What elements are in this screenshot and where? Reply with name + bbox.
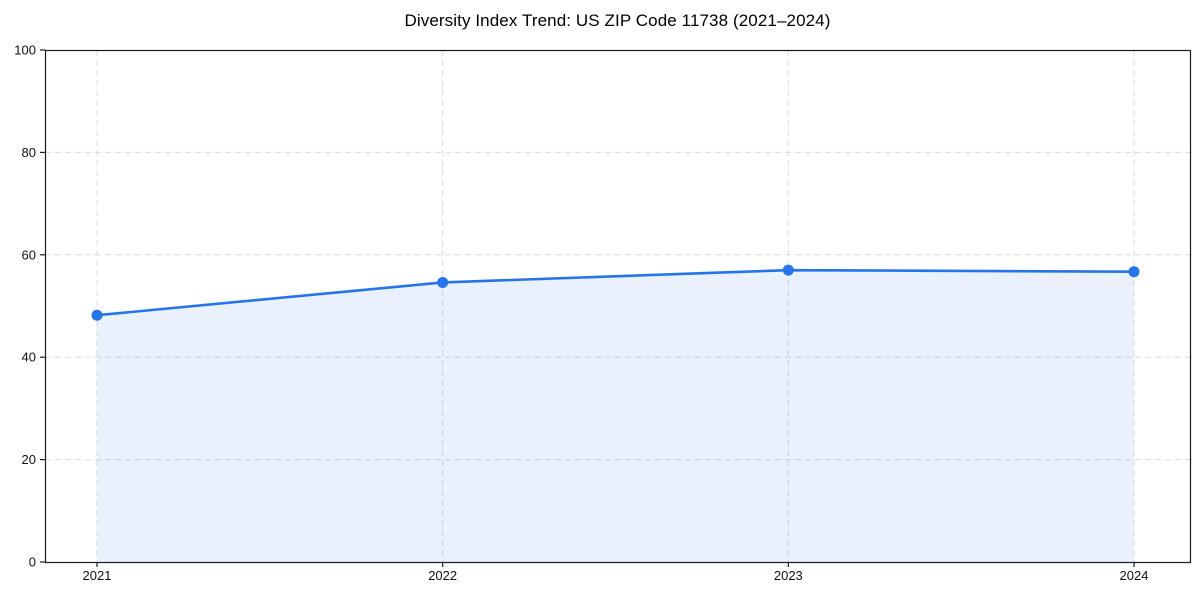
x-axis-tick-label: 2023 [774,568,803,583]
y-axis-tick-label: 0 [29,555,36,570]
y-axis-tick-label: 80 [22,145,36,160]
data-point [91,309,103,321]
data-point [1128,266,1140,278]
chart-title: Diversity Index Trend: US ZIP Code 11738… [404,11,831,30]
y-axis-tick-label: 60 [22,247,36,262]
plot-border [44,49,1192,564]
data-point [782,264,794,276]
trend-line [95,268,1136,317]
area-fill [97,270,1134,562]
y-axis-tick-label: 100 [14,43,36,58]
data-point [437,276,449,288]
x-axis-tick-label: 2022 [428,568,457,583]
x-axis-tick-label: 2024 [1120,568,1149,583]
x-axis-tick-label: 2021 [83,568,112,583]
y-axis-tick-label: 20 [22,452,36,467]
y-axis-tick-label: 40 [22,350,36,365]
